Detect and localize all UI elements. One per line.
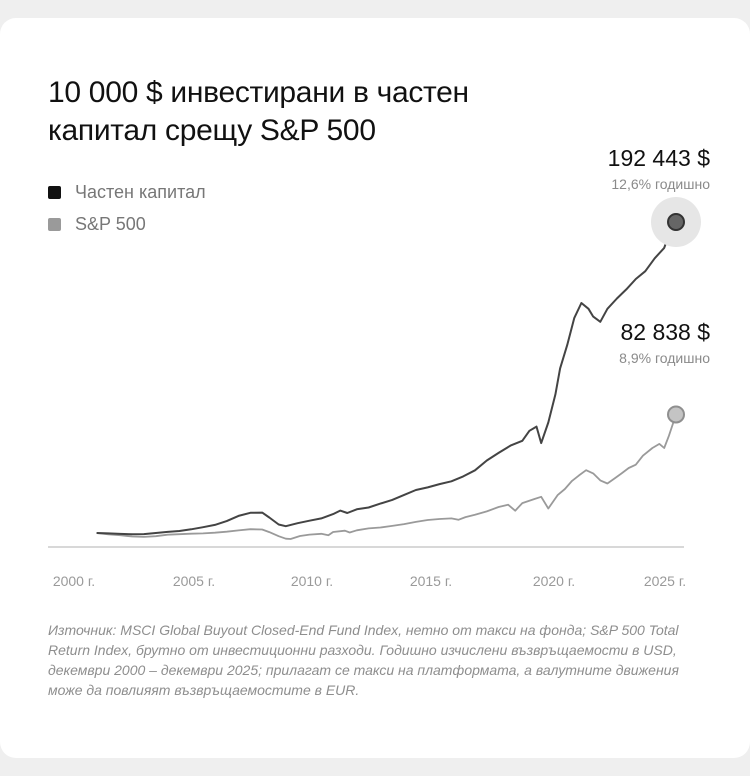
x-tick-label: 2005 г. xyxy=(173,573,215,589)
x-tick-label: 2015 г. xyxy=(410,573,452,589)
source-note: Източник: MSCI Global Buyout Closed-End … xyxy=(48,622,679,698)
series-line-private-equity xyxy=(96,221,677,536)
end-rate-private-equity: 12,6% годишно xyxy=(611,176,710,192)
end-amount-sp500: 82 838 $ xyxy=(620,319,710,345)
legend-label-private-equity: Частен капитал xyxy=(75,181,206,202)
end-label-private-equity: 192 443 $ 12,6% годишно xyxy=(608,145,710,192)
legend-label-sp500: S&P 500 xyxy=(75,213,146,234)
legend-swatch-sp500 xyxy=(48,217,61,231)
chart-title: 10 000 $ инвестирани в частен капитал ср… xyxy=(48,76,469,147)
x-tick-label: 2025 г. xyxy=(644,573,686,589)
end-rate-sp500: 8,9% годишно xyxy=(619,350,710,366)
legend-item-sp500: S&P 500 xyxy=(48,208,206,240)
end-point-sp500 xyxy=(667,405,685,424)
legend-item-private-equity: Частен капитал xyxy=(48,176,206,208)
end-point-private-equity xyxy=(667,213,685,231)
x-tick-label: 2020 г. xyxy=(533,573,575,589)
end-label-sp500: 82 838 $ 8,9% годишно xyxy=(619,319,710,366)
legend: Частен капитал S&P 500 xyxy=(48,176,206,240)
chart-card xyxy=(0,18,750,758)
series-line-sp500 xyxy=(96,414,677,540)
legend-swatch-private-equity xyxy=(48,185,61,199)
end-amount-private-equity: 192 443 $ xyxy=(607,145,710,171)
x-tick-label: 2010 г. xyxy=(291,573,333,589)
x-tick-label: 2000 г. xyxy=(53,573,95,589)
